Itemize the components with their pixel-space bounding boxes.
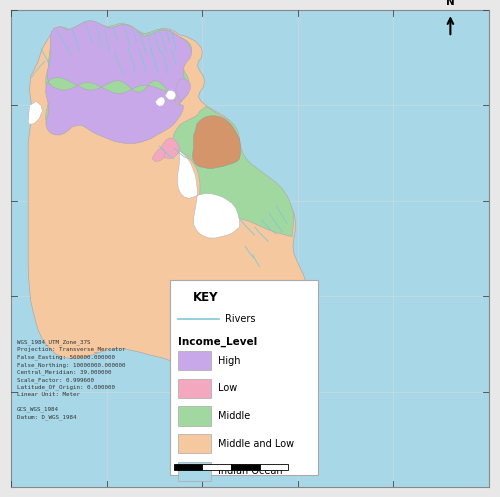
FancyBboxPatch shape: [174, 464, 203, 470]
Text: Low: Low: [218, 383, 238, 393]
FancyBboxPatch shape: [202, 464, 231, 470]
Polygon shape: [156, 97, 165, 106]
Polygon shape: [46, 20, 192, 144]
Polygon shape: [28, 22, 310, 377]
Polygon shape: [165, 90, 176, 99]
Polygon shape: [46, 22, 192, 143]
Polygon shape: [152, 148, 165, 162]
FancyBboxPatch shape: [178, 379, 211, 398]
FancyBboxPatch shape: [170, 280, 318, 475]
Text: Middle: Middle: [218, 411, 250, 421]
Text: N: N: [446, 0, 455, 6]
FancyBboxPatch shape: [178, 462, 211, 481]
Polygon shape: [176, 79, 190, 101]
Text: KEY: KEY: [192, 291, 218, 305]
Polygon shape: [172, 106, 294, 237]
Polygon shape: [160, 138, 180, 159]
Text: High: High: [218, 356, 240, 366]
Polygon shape: [28, 101, 42, 124]
Polygon shape: [192, 116, 240, 168]
FancyBboxPatch shape: [231, 464, 260, 470]
FancyBboxPatch shape: [178, 407, 211, 425]
Text: Middle and Low: Middle and Low: [218, 439, 294, 449]
FancyBboxPatch shape: [178, 351, 211, 370]
Text: WGS_1984_UTM_Zone_37S
Projection: Transverse_Mercator
False_Easting: 500000.0000: WGS_1984_UTM_Zone_37S Projection: Transv…: [17, 339, 126, 419]
FancyBboxPatch shape: [178, 434, 211, 453]
Text: Rivers: Rivers: [225, 314, 256, 324]
Polygon shape: [178, 151, 240, 238]
Text: Indian Ocean: Indian Ocean: [218, 466, 282, 476]
FancyBboxPatch shape: [260, 464, 288, 470]
Text: Income_Level: Income_Level: [178, 337, 258, 347]
